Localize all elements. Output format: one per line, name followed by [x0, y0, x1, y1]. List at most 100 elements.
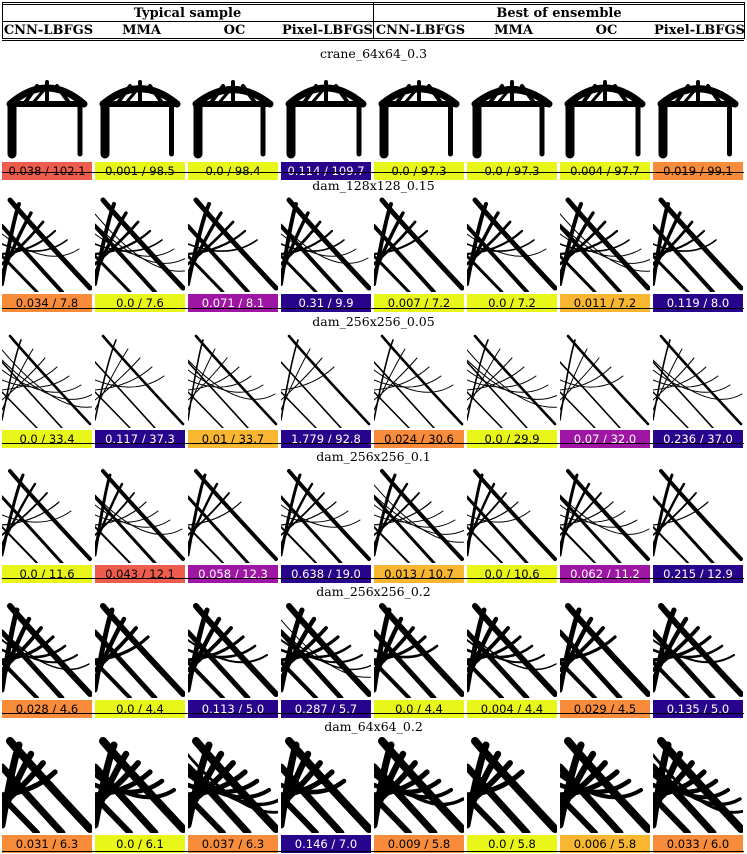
- result-badge: 0.287 / 5.7: [281, 700, 371, 718]
- result-badge: 0.146 / 7.0: [281, 835, 371, 853]
- problem-separator: [2, 172, 744, 173]
- structure-image: [467, 737, 557, 833]
- result-badge: 0.0 / 4.4: [374, 700, 464, 718]
- structure-image: [653, 332, 743, 428]
- result-badge: 0.117 / 37.3: [95, 430, 185, 448]
- result-badge: 0.31 / 9.9: [281, 294, 371, 312]
- structure-image: [467, 64, 557, 160]
- structure-image: [374, 467, 464, 563]
- structure-image: [188, 602, 278, 698]
- result-badge: 0.024 / 30.6: [374, 430, 464, 448]
- structure-image: [374, 602, 464, 698]
- result-badge: 0.0 / 29.9: [467, 430, 557, 448]
- result-badge: 0.004 / 4.4: [467, 700, 557, 718]
- structure-image: [281, 332, 371, 428]
- result-badge: 0.236 / 37.0: [653, 430, 743, 448]
- structure-image: [2, 196, 92, 292]
- structure-image: [467, 602, 557, 698]
- structure-image: [467, 467, 557, 563]
- structure-image: [188, 332, 278, 428]
- result-badge: 0.062 / 11.2: [560, 565, 650, 583]
- result-badge: 0.043 / 12.1: [95, 565, 185, 583]
- result-badge: 0.07 / 32.0: [560, 430, 650, 448]
- problem-label: dam_128x128_0.15: [312, 178, 435, 193]
- structure-image: [188, 737, 278, 833]
- group-divider: [373, 2, 374, 39]
- result-badge: 0.114 / 109.7: [281, 162, 371, 180]
- result-badge: 0.0 / 11.6: [2, 565, 92, 583]
- problem-label: dam_256x256_0.1: [316, 449, 431, 464]
- result-badge: 0.009 / 5.8: [374, 835, 464, 853]
- structure-image: [560, 467, 650, 563]
- result-badge: 0.013 / 10.7: [374, 565, 464, 583]
- problem-label: dam_256x256_0.05: [312, 314, 435, 329]
- structure-image: [560, 737, 650, 833]
- structure-image: [95, 196, 185, 292]
- structure-image: [2, 737, 92, 833]
- result-badge: 0.019 / 99.1: [653, 162, 743, 180]
- column-header-4: CNN-LBFGS: [375, 23, 466, 38]
- result-badge: 0.037 / 6.3: [188, 835, 278, 853]
- structure-image: [2, 467, 92, 563]
- result-badge: 0.0 / 4.4: [95, 700, 185, 718]
- result-badge: 0.029 / 4.5: [560, 700, 650, 718]
- structure-image: [560, 196, 650, 292]
- structure-image: [653, 196, 743, 292]
- result-badge: 0.004 / 97.7: [560, 162, 650, 180]
- table-left-border: [2, 2, 3, 39]
- result-badge: 0.007 / 7.2: [374, 294, 464, 312]
- structure-image: [2, 602, 92, 698]
- problem-label: dam_64x64_0.2: [324, 719, 423, 734]
- result-badge: 0.0 / 6.1: [95, 835, 185, 853]
- result-badge: 0.119 / 8.0: [653, 294, 743, 312]
- result-badge: 0.034 / 7.8: [2, 294, 92, 312]
- result-badge: 0.058 / 12.3: [188, 565, 278, 583]
- problem-separator: [2, 443, 744, 444]
- column-header-5: MMA: [494, 23, 533, 38]
- structure-image: [188, 64, 278, 160]
- structure-image: [374, 332, 464, 428]
- result-badge: 0.033 / 6.0: [653, 835, 743, 853]
- structure-image: [95, 467, 185, 563]
- column-header-0: CNN-LBFGS: [3, 23, 94, 38]
- column-header-2: OC: [223, 23, 246, 38]
- result-badge: 0.0 / 7.2: [467, 294, 557, 312]
- problem-separator: [2, 578, 744, 579]
- result-badge: 0.0 / 97.3: [374, 162, 464, 180]
- result-badge: 0.135 / 5.0: [653, 700, 743, 718]
- result-badge: 0.038 / 102.1: [2, 162, 92, 180]
- table-bottom-rule: [2, 851, 744, 852]
- table-right-border: [744, 2, 745, 39]
- result-badge: 0.028 / 4.6: [2, 700, 92, 718]
- column-header-3: Pixel-LBFGS: [282, 23, 373, 38]
- result-badge: 0.071 / 8.1: [188, 294, 278, 312]
- problem-label: dam_256x256_0.2: [316, 584, 431, 599]
- structure-image: [281, 467, 371, 563]
- structure-image: [467, 332, 557, 428]
- result-badge: 0.031 / 6.3: [2, 835, 92, 853]
- result-badge: 0.0 / 5.8: [467, 835, 557, 853]
- structure-image: [653, 602, 743, 698]
- problem-label: crane_64x64_0.3: [319, 46, 428, 61]
- structure-image: [95, 602, 185, 698]
- structure-image: [2, 64, 92, 160]
- structure-image: [281, 602, 371, 698]
- structure-image: [374, 196, 464, 292]
- structure-image: [2, 332, 92, 428]
- result-badge: 1.779 / 92.8: [281, 430, 371, 448]
- structure-image: [188, 196, 278, 292]
- group-header-typical: Typical sample: [133, 6, 242, 21]
- structure-image: [653, 64, 743, 160]
- structure-image: [95, 332, 185, 428]
- structure-image: [560, 602, 650, 698]
- result-badge: 0.0 / 97.3: [467, 162, 557, 180]
- structure-image: [653, 467, 743, 563]
- structure-image: [653, 737, 743, 833]
- result-badge: 0.0 / 10.6: [467, 565, 557, 583]
- column-header-7: Pixel-LBFGS: [654, 23, 745, 38]
- structure-image: [467, 196, 557, 292]
- problem-separator: [2, 713, 744, 714]
- structure-image: [95, 64, 185, 160]
- result-badge: 0.001 / 98.5: [95, 162, 185, 180]
- result-badge: 0.638 / 19.0: [281, 565, 371, 583]
